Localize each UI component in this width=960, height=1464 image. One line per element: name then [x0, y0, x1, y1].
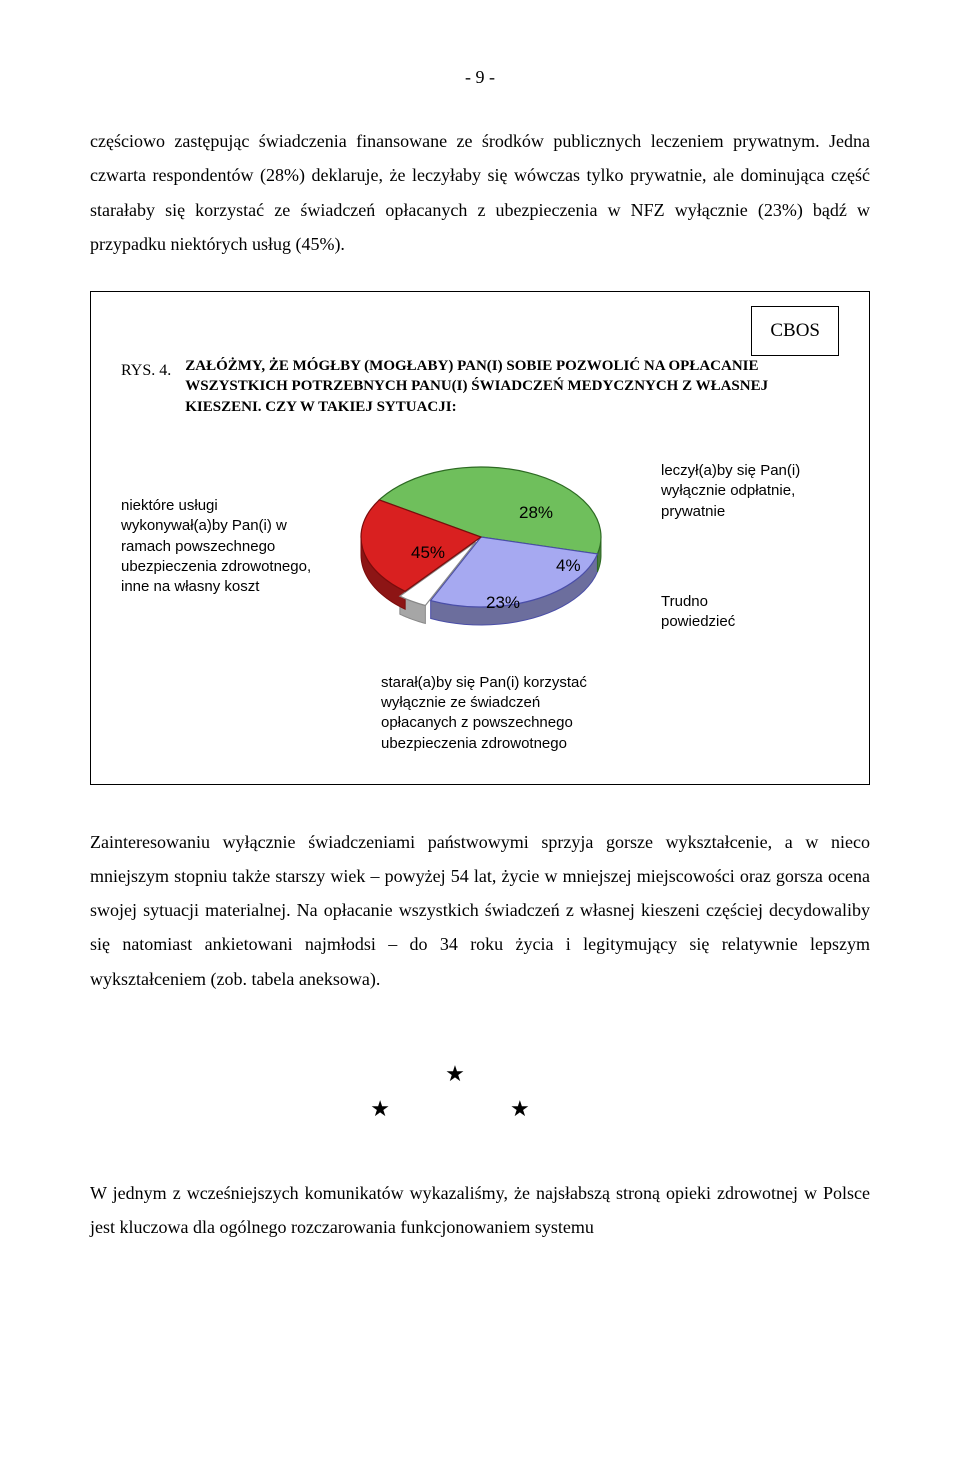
pie-label: 23% — [486, 592, 520, 615]
paragraph-1: częściowo zastępując świadczenia finanso… — [90, 124, 870, 261]
right-top-label: leczył(a)by się Pan(i) wyłącznie odpłatn… — [661, 461, 839, 522]
figure-footer-label: starał(a)by się Pan(i) korzystać wyłączn… — [381, 673, 611, 754]
chart-row: niektóre usługi wykonywał(a)by Pan(i) w … — [121, 447, 839, 647]
stars-separator: ★ ★★ — [90, 1056, 870, 1126]
paragraph-2: Zainteresowaniu wyłącznie świadczeniami … — [90, 825, 870, 996]
trudno-label: Trudno — [661, 593, 708, 610]
page-number: - 9 - — [90, 60, 870, 94]
paragraph-3: W jednym z wcześniejszych komunikatów wy… — [90, 1176, 870, 1244]
powiedziec-label: powiedzieć — [661, 613, 735, 630]
cbos-badge: CBOS — [751, 306, 839, 356]
pie-chart: 45% 28% 4% 23% — [341, 447, 641, 647]
figure-box: CBOS RYS. 4. ZAŁÓŻMY, ŻE MÓGŁBY (MOGŁABY… — [90, 291, 870, 785]
star-row: ★★ — [90, 1091, 870, 1126]
pie-label: 45% — [411, 542, 445, 565]
figure-header: RYS. 4. ZAŁÓŻMY, ŻE MÓGŁBY (MOGŁABY) PAN… — [121, 356, 839, 417]
pie-label: 4% — [556, 555, 581, 578]
right-bottom-label: Trudno powiedzieć — [661, 592, 839, 633]
figure-number: RYS. 4. — [121, 356, 171, 417]
left-label: niektóre usługi wykonywał(a)by Pan(i) w … — [121, 496, 321, 597]
figure-title: ZAŁÓŻMY, ŻE MÓGŁBY (MOGŁABY) PAN(I) SOBI… — [185, 356, 839, 417]
star-icon: ★ — [90, 1056, 870, 1091]
right-labels: leczył(a)by się Pan(i) wyłącznie odpłatn… — [661, 461, 839, 632]
pie-label: 28% — [519, 502, 553, 525]
